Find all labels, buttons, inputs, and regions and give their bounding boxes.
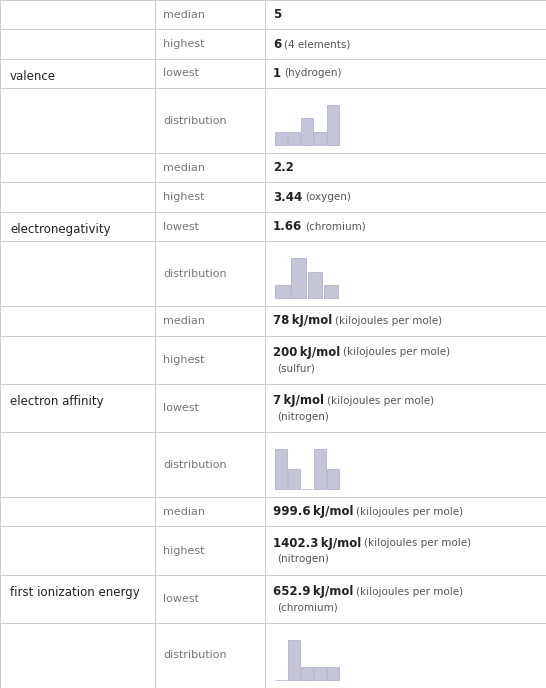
Text: electronegativity: electronegativity (10, 223, 111, 236)
Text: (kilojoules per mole): (kilojoules per mole) (364, 539, 471, 548)
Bar (314, 449, 326, 489)
Text: 6: 6 (273, 38, 281, 50)
Text: distribution: distribution (163, 650, 227, 660)
Bar (327, 469, 339, 489)
Text: 7 kJ/mol: 7 kJ/mol (273, 394, 324, 407)
Text: 3.44: 3.44 (273, 191, 302, 204)
Text: (kilojoules per mole): (kilojoules per mole) (357, 507, 464, 517)
Text: 5: 5 (273, 8, 281, 21)
Text: (hydrogen): (hydrogen) (284, 68, 342, 78)
Text: 999.6 kJ/mol: 999.6 kJ/mol (273, 505, 353, 518)
Text: highest: highest (163, 39, 205, 49)
Bar (288, 640, 300, 680)
Text: highest: highest (163, 546, 205, 556)
Bar (301, 118, 313, 145)
Text: lowest: lowest (163, 594, 199, 604)
Text: 1: 1 (273, 67, 281, 80)
Bar (288, 469, 300, 489)
Text: 200 kJ/mol: 200 kJ/mol (273, 346, 340, 359)
Text: (chromium): (chromium) (305, 222, 366, 232)
Text: (oxygen): (oxygen) (305, 192, 351, 202)
Text: (nitrogen): (nitrogen) (277, 411, 329, 422)
Bar (275, 449, 287, 489)
Text: 652.9 kJ/mol: 652.9 kJ/mol (273, 585, 353, 598)
Bar (327, 667, 339, 680)
Bar (275, 132, 287, 145)
Text: (chromium): (chromium) (277, 603, 338, 612)
Bar (291, 258, 306, 299)
Text: (kilojoules per mole): (kilojoules per mole) (343, 347, 450, 358)
Bar (307, 272, 322, 299)
Bar (301, 667, 313, 680)
Text: lowest: lowest (163, 403, 199, 413)
Text: 78 kJ/mol: 78 kJ/mol (273, 314, 333, 327)
Text: distribution: distribution (163, 116, 227, 126)
Text: (kilojoules per mole): (kilojoules per mole) (327, 396, 434, 406)
Text: median: median (163, 507, 205, 517)
Text: 2.2: 2.2 (273, 161, 294, 174)
Text: (kilojoules per mole): (kilojoules per mole) (335, 316, 442, 326)
Text: 1.66: 1.66 (273, 220, 302, 233)
Text: (kilojoules per mole): (kilojoules per mole) (357, 587, 464, 596)
Text: distribution: distribution (163, 269, 227, 279)
Text: median: median (163, 316, 205, 326)
Bar (327, 105, 339, 145)
Text: distribution: distribution (163, 460, 227, 470)
Text: lowest: lowest (163, 222, 199, 232)
Text: electron affinity: electron affinity (10, 395, 104, 408)
Text: first ionization energy: first ionization energy (10, 586, 140, 599)
Text: median: median (163, 10, 205, 20)
Bar (314, 132, 326, 145)
Text: 1402.3 kJ/mol: 1402.3 kJ/mol (273, 537, 361, 550)
Bar (275, 285, 289, 299)
Text: median: median (163, 163, 205, 173)
Text: valence: valence (10, 70, 56, 83)
Bar (314, 667, 326, 680)
Text: highest: highest (163, 192, 205, 202)
Bar (288, 132, 300, 145)
Text: (nitrogen): (nitrogen) (277, 555, 329, 564)
Text: (sulfur): (sulfur) (277, 363, 315, 374)
Text: lowest: lowest (163, 68, 199, 78)
Text: highest: highest (163, 355, 205, 365)
Bar (324, 285, 339, 299)
Text: (4 elements): (4 elements) (284, 39, 351, 49)
